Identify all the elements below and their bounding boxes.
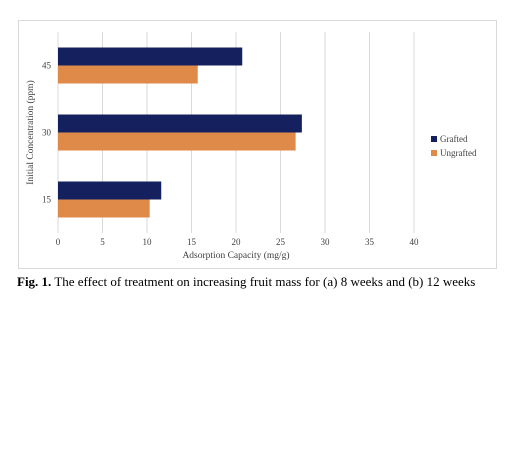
legend-label-ungrafted: Ungrafted (440, 148, 477, 158)
x-tick-label: 25 (276, 237, 286, 247)
figure-caption: Fig. 1. The effect of treatment on incre… (17, 274, 497, 290)
y-axis-title: Initial Concentration (ppm) (25, 80, 36, 184)
bar-ungrafted-45 (58, 65, 198, 84)
bar-ungrafted-15 (58, 199, 150, 218)
legend-swatch-ungrafted (431, 150, 437, 156)
caption-text: The effect of treatment on increasing fr… (51, 274, 476, 289)
chart-frame: 0 5 10 15 20 25 30 35 40 15 30 45 Adsorption Capaci… (18, 20, 497, 269)
x-tick-label: 10 (143, 237, 153, 247)
y-tick-label: 30 (42, 128, 52, 138)
y-tick-label: 15 (42, 195, 52, 205)
x-tick-label: 40 (410, 237, 420, 247)
legend-swatch-grafted (431, 136, 437, 142)
x-tick-label: 5 (100, 237, 105, 247)
x-tick-label: 20 (232, 237, 242, 247)
x-tick-label: 0 (56, 237, 61, 247)
bar-grafted-15 (58, 181, 162, 200)
legend-label-grafted: Grafted (440, 134, 468, 144)
bar-grafted-45 (58, 47, 243, 66)
y-tick-label: 45 (42, 61, 52, 71)
x-tick-label: 35 (365, 237, 375, 247)
legend: Grafted Ungrafted (431, 134, 477, 158)
caption-label: Fig. 1. (17, 274, 52, 289)
bars (58, 47, 302, 218)
x-axis-title: Adsorption Capacity (mg/g) (182, 250, 289, 261)
tick-labels: 0 5 10 15 20 25 30 35 40 15 30 45 (42, 61, 419, 248)
bar-chart: 0 5 10 15 20 25 30 35 40 15 30 45 Adsorption Capaci… (25, 32, 477, 261)
x-tick-label: 15 (187, 237, 197, 247)
bar-grafted-30 (58, 114, 302, 133)
x-tick-label: 30 (321, 237, 331, 247)
bar-ungrafted-30 (58, 132, 296, 151)
